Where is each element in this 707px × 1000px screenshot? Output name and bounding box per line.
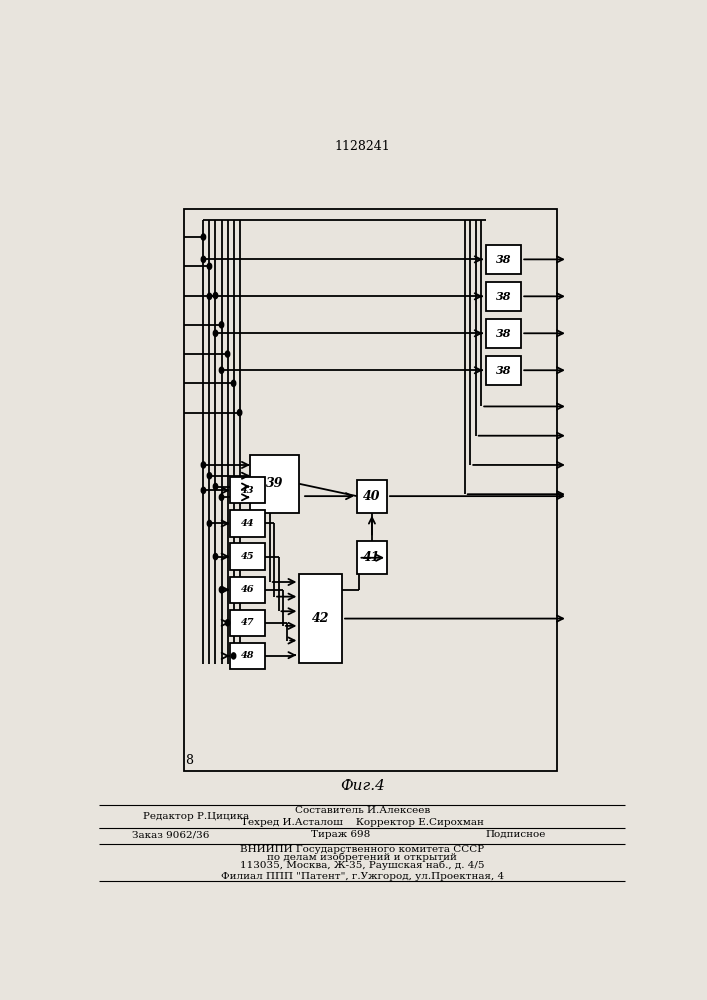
Text: Заказ 9062/36: Заказ 9062/36: [132, 830, 209, 839]
Circle shape: [231, 380, 235, 386]
Text: Тираж 698: Тираж 698: [311, 830, 370, 839]
Text: 8: 8: [185, 754, 192, 767]
Text: Редактор Р.Цицика: Редактор Р.Цицика: [144, 812, 250, 821]
Circle shape: [201, 234, 206, 240]
Bar: [357, 541, 387, 574]
Text: 42: 42: [312, 612, 329, 625]
Circle shape: [214, 554, 218, 560]
Circle shape: [214, 483, 218, 490]
Bar: [230, 510, 265, 537]
Bar: [230, 477, 265, 503]
Text: 47: 47: [241, 618, 255, 627]
Circle shape: [207, 473, 211, 479]
Bar: [230, 643, 265, 669]
Circle shape: [201, 256, 206, 262]
Circle shape: [219, 587, 223, 593]
Text: Филиал ППП "Патент", г.Ужгород, ул.Проектная, 4: Филиал ППП "Патент", г.Ужгород, ул.Проек…: [221, 872, 504, 881]
Bar: [486, 356, 521, 385]
Text: 48: 48: [241, 651, 255, 660]
Circle shape: [201, 487, 206, 493]
Text: по делам изобретений и открытий: по делам изобретений и открытий: [267, 853, 457, 862]
Bar: [230, 543, 265, 570]
Circle shape: [219, 494, 223, 500]
Text: 45: 45: [241, 552, 255, 561]
Circle shape: [207, 263, 211, 269]
Circle shape: [201, 462, 206, 468]
Text: ВНИИПИ Государственного комитета СССР: ВНИИПИ Государственного комитета СССР: [240, 845, 484, 854]
Text: 46: 46: [241, 585, 255, 594]
Bar: [486, 319, 521, 348]
Circle shape: [219, 322, 223, 328]
Text: 38: 38: [496, 291, 511, 302]
Text: 40: 40: [363, 490, 380, 503]
Bar: [486, 282, 521, 311]
Text: Подписное: Подписное: [486, 830, 546, 839]
Circle shape: [207, 520, 211, 527]
Circle shape: [226, 620, 230, 626]
Text: 1128241: 1128241: [334, 140, 390, 153]
Circle shape: [219, 367, 223, 373]
Bar: [230, 577, 265, 603]
Text: 41: 41: [363, 551, 380, 564]
Bar: [185, 209, 557, 771]
Text: 43: 43: [241, 486, 255, 495]
Circle shape: [214, 292, 218, 299]
Text: 44: 44: [241, 519, 255, 528]
Circle shape: [214, 330, 218, 336]
Bar: [486, 245, 521, 274]
Circle shape: [207, 293, 211, 299]
Text: 38: 38: [496, 254, 511, 265]
Text: 38: 38: [496, 365, 511, 376]
Bar: [230, 610, 265, 636]
Text: Составитель И.Алексеев: Составитель И.Алексеев: [295, 806, 430, 815]
Circle shape: [231, 653, 235, 659]
Text: 38: 38: [496, 328, 511, 339]
Text: 39: 39: [266, 477, 284, 490]
Text: Фиг.4: Фиг.4: [340, 779, 385, 793]
Bar: [299, 574, 342, 663]
Bar: [250, 455, 299, 513]
Text: Техред И.Асталош    Корректор Е.Сирохман: Техред И.Асталош Корректор Е.Сирохман: [241, 818, 484, 827]
Bar: [357, 480, 387, 513]
Text: 113035, Москва, Ж-35, Раушская наб., д. 4/5: 113035, Москва, Ж-35, Раушская наб., д. …: [240, 861, 484, 870]
Circle shape: [226, 351, 230, 357]
Circle shape: [238, 410, 242, 416]
